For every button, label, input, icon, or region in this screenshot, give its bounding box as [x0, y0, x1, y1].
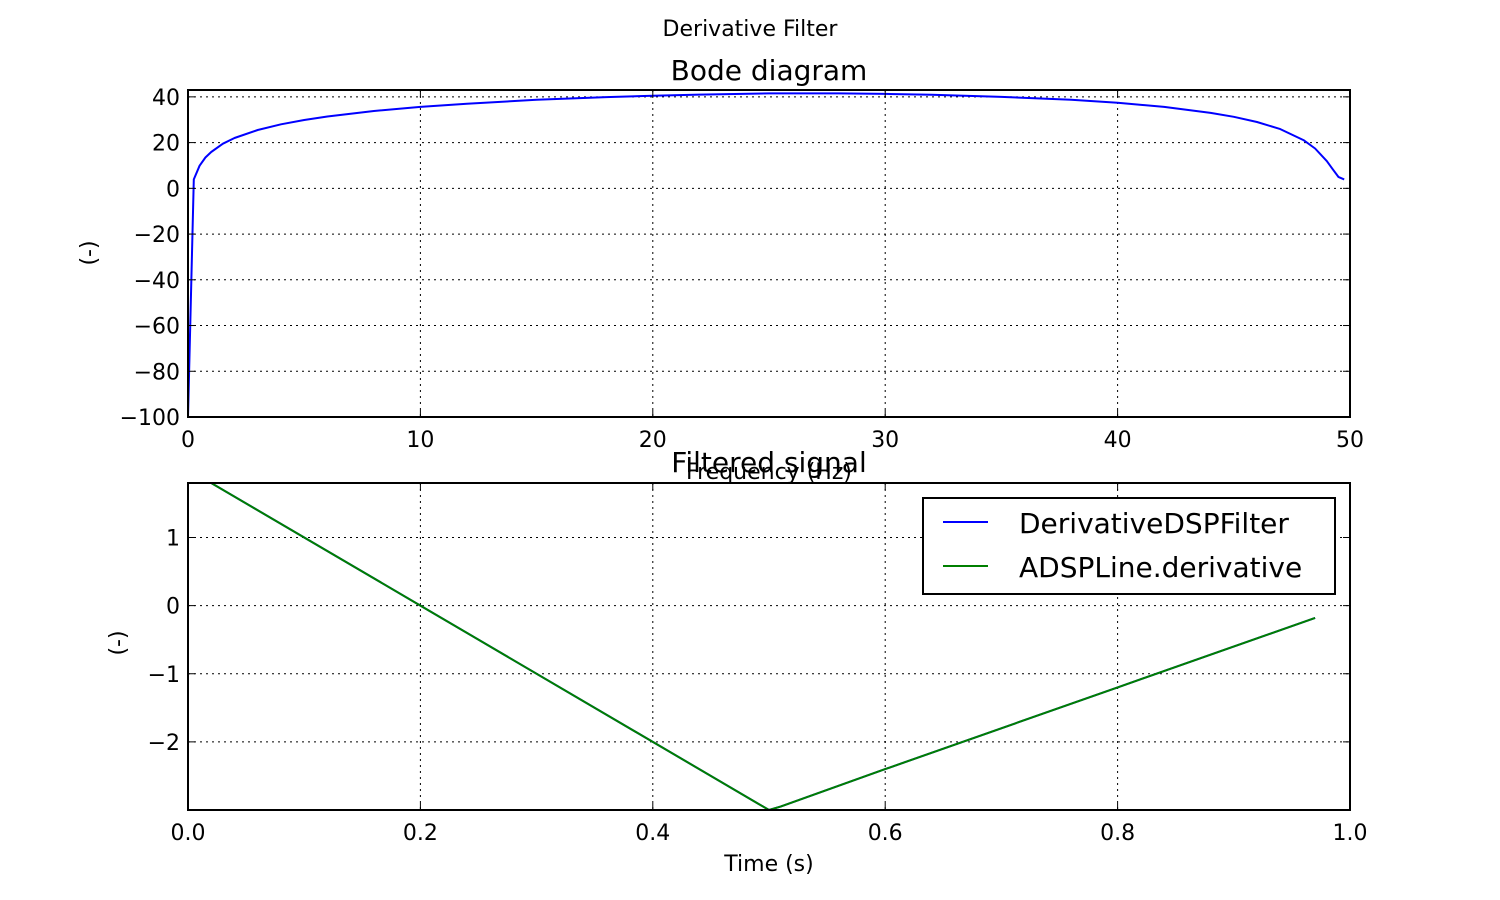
bode-x-tick-label: 20: [639, 428, 667, 453]
bode-y-tick-label: 40: [152, 86, 180, 111]
filtered-x-tick-label: 0.6: [868, 821, 903, 846]
bode-y-tick-label: −40: [134, 269, 180, 294]
bode-grid: [188, 90, 1350, 417]
filtered-x-tick-label: 1.0: [1333, 821, 1368, 846]
filtered-series: [209, 483, 1316, 810]
bode-diagram-panel: 0 10 20 30 40 50 −100 −80 −60 −40 −20 0 20 40 Bode di…: [77, 54, 1364, 485]
bode-y-tick-label: 20: [152, 132, 180, 157]
filtered-title: Filtered signal: [671, 446, 866, 479]
legend: DerivativeDSPFilter ADSPLine.derivative: [922, 497, 1336, 595]
bode-x-axis-label: Frequency (Hz): [686, 460, 852, 485]
bode-x-tick-label: 40: [1104, 428, 1132, 453]
bode-title: Bode diagram: [671, 54, 868, 87]
filtered-signal-panel: 0.0 0.2 0.4 0.6 0.8 1.0 −2 −1 0 1 Filtered signal…: [106, 446, 1368, 877]
filtered-ticks: 0.0 0.2 0.4 0.6 0.8 1.0 −2 −1 0 1: [148, 483, 1368, 846]
filtered-y-axis-label: (-): [106, 630, 131, 655]
legend-label-adspline-derivative: ADSPLine.derivative: [1019, 551, 1302, 584]
figure-suptitle: Derivative Filter: [663, 17, 839, 42]
bode-y-tick-label: −100: [120, 406, 180, 431]
filtered-y-tick-label: −1: [148, 663, 180, 688]
bode-y-tick-label: −60: [134, 315, 180, 340]
bode-ticks: 0 10 20 30 40 50 −100 −80 −60 −40 −20 0 20 40: [120, 86, 1364, 453]
filtered-x-tick-label: 0.8: [1100, 821, 1135, 846]
filtered-axes-frame: [187, 482, 1351, 811]
bode-y-axis-label: (-): [77, 240, 102, 265]
bode-x-tick-label: 0: [181, 428, 195, 453]
bode-x-tick-label: 30: [871, 428, 899, 453]
bode-axes-frame: [187, 89, 1351, 418]
filtered-x-axis-label: Time (s): [723, 852, 813, 877]
filtered-series-line-1: [209, 483, 1316, 810]
filtered-y-tick-label: 1: [166, 527, 180, 552]
filtered-y-tick-label: 0: [166, 595, 180, 620]
bode-series: [188, 92, 1345, 417]
legend-frame: [922, 497, 1336, 595]
filtered-y-tick-label: −2: [148, 731, 180, 756]
bode-y-tick-label: −80: [134, 360, 180, 385]
bode-x-tick-label: 10: [406, 428, 434, 453]
bode-y-tick-label: 0: [166, 177, 180, 202]
bode-series-line-0: [188, 92, 1345, 417]
bode-plot-area: [188, 90, 1350, 417]
bode-y-tick-label: −20: [134, 223, 180, 248]
bode-x-tick-label: 50: [1336, 428, 1364, 453]
filtered-x-tick-label: 0.0: [171, 821, 206, 846]
legend-label-derivativedspfilter: DerivativeDSPFilter: [1019, 507, 1289, 540]
filtered-x-tick-label: 0.4: [635, 821, 670, 846]
filtered-x-tick-label: 0.2: [403, 821, 438, 846]
